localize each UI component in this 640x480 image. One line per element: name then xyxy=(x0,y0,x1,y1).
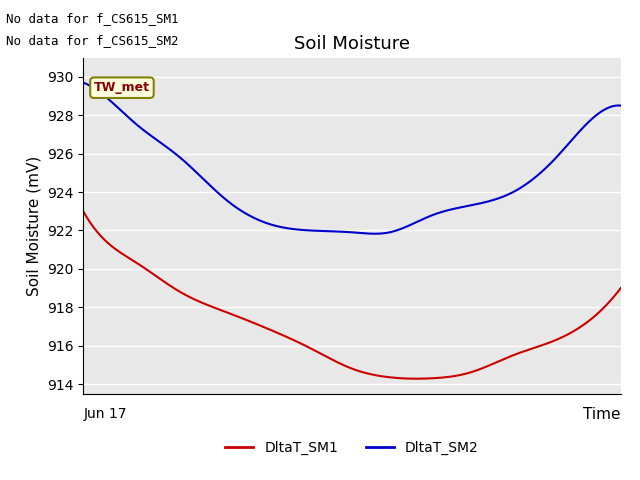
Text: No data for f_CS615_SM2: No data for f_CS615_SM2 xyxy=(6,34,179,47)
Text: No data for f_CS615_SM1: No data for f_CS615_SM1 xyxy=(6,12,179,25)
Y-axis label: Soil Moisture (mV): Soil Moisture (mV) xyxy=(26,156,42,296)
Text: Jun 17: Jun 17 xyxy=(83,407,127,421)
Legend: DltaT_SM1, DltaT_SM2: DltaT_SM1, DltaT_SM2 xyxy=(220,435,484,461)
Title: Soil Moisture: Soil Moisture xyxy=(294,35,410,53)
Text: TW_met: TW_met xyxy=(94,81,150,94)
Text: Time: Time xyxy=(583,407,621,422)
